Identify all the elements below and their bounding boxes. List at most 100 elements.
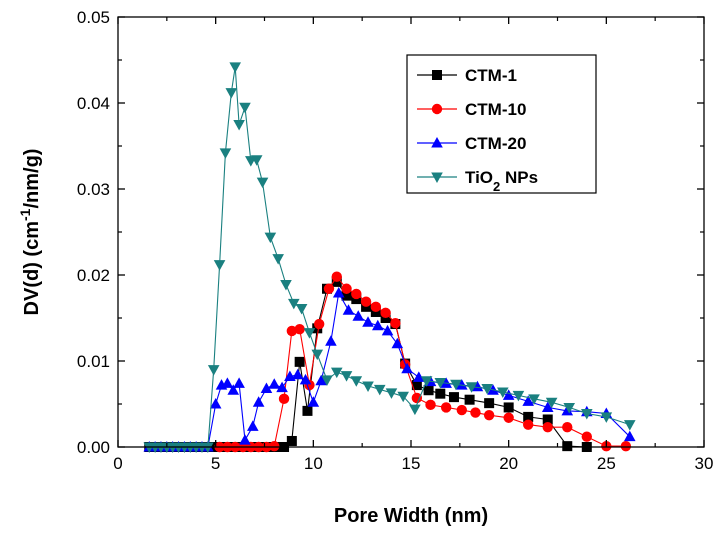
data-point [286,435,297,446]
data-point [542,414,553,425]
data-point [207,365,220,376]
data-point [484,398,495,409]
data-point [623,420,636,431]
data-point [332,287,345,298]
data-point [225,88,238,99]
data-point [497,387,509,398]
legend-label: CTM-10 [465,100,526,119]
data-point [523,411,534,422]
legend-item: CTM-10 [417,100,526,119]
data-point [380,307,391,319]
data-point [481,384,493,395]
data-point [528,394,540,405]
data-point [341,283,352,294]
data-point [229,62,241,73]
data-point [286,325,298,337]
data-point [295,304,308,315]
data-point [233,120,245,131]
data-point [401,362,413,374]
data-point [291,368,304,380]
legend-label: CTM-20 [465,134,526,153]
data-point [272,254,284,265]
data-point [455,379,468,390]
legend-label: CTM-1 [465,66,517,85]
data-point [221,377,234,388]
data-point [362,316,374,327]
y-axis-title: DV(d) (cm-1/nm/g) [17,149,43,316]
data-point [351,288,362,300]
data-point [470,407,481,418]
data-point [280,279,292,291]
data-point [315,374,327,386]
data-point [246,420,259,431]
x-tick-label: 5 [211,454,220,473]
x-tick-label: 30 [695,454,714,473]
data-point [268,378,281,389]
data-point [264,232,277,244]
data-point [503,402,514,413]
legend-marker [431,103,443,115]
data-point [288,298,300,310]
data-point [420,376,433,387]
data-point [483,409,495,421]
data-point [423,385,434,396]
data-point [464,394,475,405]
x-tick-label: 15 [402,454,421,473]
x-axis-title: Pore Width (nm) [334,505,488,527]
data-point [278,393,290,405]
data-point [512,390,525,402]
data-point [311,349,324,361]
data-point [411,392,423,404]
data-point [542,422,553,433]
y-tick-label: 0.04 [77,94,110,113]
data-point [391,337,404,349]
data-point [342,304,355,315]
data-point [313,318,325,330]
data-point [252,396,265,407]
data-point [503,412,514,423]
data-point [545,397,558,409]
y-tick-label: 0.01 [77,352,110,371]
data-point [350,376,363,387]
data-point [581,431,592,442]
legend-item: CTM-20 [417,134,526,153]
data-point [331,271,342,282]
data-point [373,384,386,396]
data-point [620,440,632,452]
series-tio2-nps [143,62,636,453]
data-point [409,404,421,416]
x-tick-label: 10 [304,454,323,473]
legend-item: TiO2 NPs [417,168,538,194]
series-ctm-10 [214,271,632,453]
data-point [340,371,353,382]
y-tick-label: 0.02 [77,266,110,285]
data-point [413,371,425,382]
data-point [323,283,335,294]
data-point [390,317,401,329]
data-point [360,296,372,307]
data-point [239,434,251,445]
data-point [303,328,316,339]
data-point [425,399,436,411]
data-point [385,388,398,399]
data-point [541,401,554,412]
data-point [563,402,576,414]
y-tick-label: 0.03 [77,180,110,199]
legend-marker [431,172,443,183]
data-point [440,402,452,413]
data-point [302,405,313,416]
data-point [435,388,446,399]
data-point [227,384,240,395]
data-point [260,382,273,394]
data-point [321,375,333,386]
data-point [397,391,409,403]
y-tick-label: 0.00 [77,438,110,457]
data-point [371,319,384,331]
data-point [522,395,534,406]
data-point [562,422,573,433]
data-point [562,441,573,452]
data-point [269,440,280,452]
data-point [434,378,447,389]
y-tick-label: 0.05 [77,8,110,27]
